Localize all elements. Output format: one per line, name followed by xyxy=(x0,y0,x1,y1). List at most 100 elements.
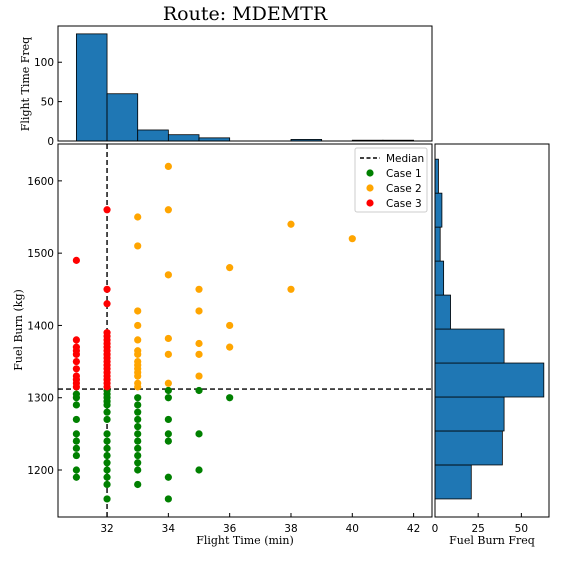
scatter-y-ticks: 1200 1300 1400 1500 1600 xyxy=(27,176,62,477)
case-1-point xyxy=(134,401,142,409)
case-2-point xyxy=(134,242,142,250)
case-2-point xyxy=(134,307,142,315)
case-1-point xyxy=(72,466,80,474)
case-1-point xyxy=(134,430,142,438)
right-histogram-x-tick-label: 25 xyxy=(471,523,484,535)
legend-swatch xyxy=(366,184,374,192)
case-2-point xyxy=(164,271,172,279)
scatter-y-tick-label: 1300 xyxy=(27,393,54,405)
case-1-point xyxy=(72,415,80,424)
case-1-point xyxy=(134,394,142,402)
case-2-point xyxy=(164,162,172,171)
case-1-point xyxy=(103,408,111,416)
top-histogram-y-tick-label: 50 xyxy=(41,97,54,109)
right-histogram-bar xyxy=(434,430,503,466)
right-histogram-bars xyxy=(434,158,545,500)
case-1-point xyxy=(103,415,111,424)
case-1-point xyxy=(164,495,172,503)
right-histogram-bar xyxy=(434,464,472,500)
right-histogram-x-label: Fuel Burn Freq xyxy=(449,534,535,547)
scatter-frame xyxy=(57,143,433,518)
case-2-point xyxy=(134,336,142,344)
scatter-x-tick-label: 40 xyxy=(346,523,359,535)
case-1-point xyxy=(103,480,111,489)
case-3-point xyxy=(103,300,111,308)
scatter-x-tick-label: 42 xyxy=(407,523,420,535)
case-1-point xyxy=(134,415,142,424)
case-1-point xyxy=(164,473,172,481)
case-2-point xyxy=(195,285,203,293)
case-2-point xyxy=(134,321,142,330)
figure-title: Route: MDEMTR xyxy=(163,3,328,25)
right-histogram-bar xyxy=(434,396,505,432)
case-1-point xyxy=(164,386,172,395)
case-1-point xyxy=(134,480,142,489)
right-histogram-bar xyxy=(434,294,451,330)
right-histogram-bar xyxy=(434,328,505,364)
case-2-point xyxy=(164,334,172,343)
case-1-point xyxy=(103,451,111,460)
case-1-point xyxy=(72,437,80,445)
case-2-point xyxy=(195,350,203,358)
case-2-point xyxy=(195,339,203,348)
case-3-point xyxy=(72,365,80,373)
scatter-plot: 32 34 36 38 40 42 1200 1300 1400 1500 1600 Flight… xyxy=(12,143,433,547)
case-2-point xyxy=(226,264,234,272)
top-histogram-bar xyxy=(75,33,108,142)
case-1-point xyxy=(164,415,172,424)
case-1-point xyxy=(134,466,142,474)
case-1-point xyxy=(226,394,234,402)
legend: Median Case 1 Case 2 Case 3 xyxy=(354,147,428,213)
scatter-y-tick-label: 1400 xyxy=(27,320,54,332)
right-histogram-bar xyxy=(434,226,441,262)
case-2-point xyxy=(134,350,142,358)
case-1-point xyxy=(195,430,203,438)
case-1-point xyxy=(72,430,80,438)
case-3-point xyxy=(103,383,111,391)
case-3-point xyxy=(72,256,80,264)
case-2-point xyxy=(195,372,203,380)
top-histogram-y-tick-label: 100 xyxy=(34,57,54,69)
case-1-point xyxy=(103,495,111,503)
legend-label: Case 2 xyxy=(386,183,422,195)
top-histogram-frame xyxy=(57,25,433,142)
legend-label: Case 3 xyxy=(386,198,422,210)
case-1-point xyxy=(103,459,111,467)
case-1-point xyxy=(195,466,203,474)
case-2-point xyxy=(134,383,142,391)
top-histogram-bar xyxy=(137,129,169,142)
case-1-point xyxy=(103,401,111,409)
legend-swatch xyxy=(366,199,374,207)
case-1-point xyxy=(195,386,203,395)
right-histogram-bar xyxy=(434,192,443,228)
legend-swatch xyxy=(366,169,374,177)
scatter-points xyxy=(72,162,356,503)
legend-box xyxy=(354,147,428,213)
case-1-point xyxy=(134,444,142,452)
case-1-point xyxy=(72,394,80,402)
top-histogram-bar xyxy=(106,93,139,142)
legend-median-label: Median xyxy=(386,153,424,165)
case-2-point xyxy=(134,213,142,221)
case-1-point xyxy=(134,423,142,431)
scatter-x-tick-label: 34 xyxy=(162,523,176,535)
scatter-x-ticks: 32 34 36 38 40 42 xyxy=(100,513,420,535)
case-3-point xyxy=(72,357,80,366)
scatter-x-tick-label: 38 xyxy=(284,523,297,535)
top-histogram-y-tick-label: 0 xyxy=(47,136,54,148)
case-2-point xyxy=(164,350,172,358)
case-2-point xyxy=(195,307,203,315)
right-histogram-x-ticks: 0 25 50 xyxy=(432,513,528,535)
case-1-point xyxy=(164,394,172,402)
case-2-point xyxy=(226,321,234,330)
case-1-point xyxy=(134,408,142,416)
case-1-point xyxy=(164,430,172,438)
case-2-point xyxy=(134,372,142,380)
top-histogram: 0 50 100 Flight Time Freq xyxy=(19,25,433,148)
legend-label: Case 1 xyxy=(386,168,422,180)
scatter-y-label: Fuel Burn (kg) xyxy=(12,289,25,371)
scatter-x-tick-label: 32 xyxy=(100,523,113,535)
case-2-point xyxy=(348,235,356,243)
case-3-point xyxy=(72,383,80,391)
